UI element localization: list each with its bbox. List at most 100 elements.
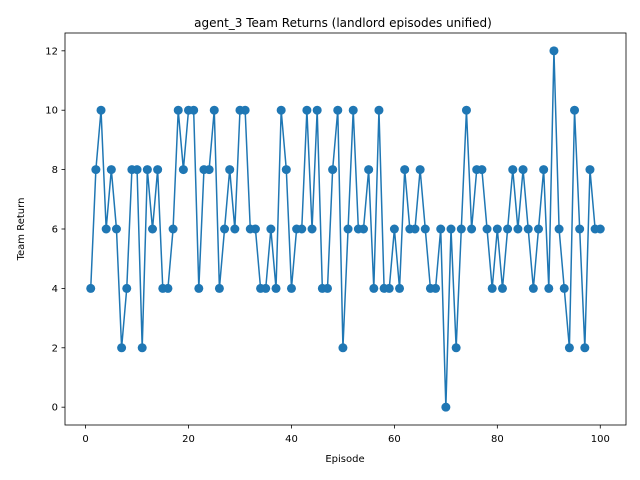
data-point bbox=[117, 343, 127, 353]
data-point bbox=[595, 224, 605, 234]
data-point bbox=[564, 343, 574, 353]
data-point bbox=[328, 165, 338, 175]
data-point bbox=[359, 224, 369, 234]
data-point bbox=[106, 165, 116, 175]
y-tick-label: 6 bbox=[52, 225, 58, 236]
data-point bbox=[266, 224, 276, 234]
data-point bbox=[225, 165, 235, 175]
data-point bbox=[395, 283, 405, 293]
data-point bbox=[220, 224, 230, 234]
data-point bbox=[554, 224, 564, 234]
data-point bbox=[276, 105, 286, 115]
y-tick-label: 0 bbox=[52, 403, 58, 414]
data-point bbox=[91, 165, 101, 175]
data-point bbox=[173, 105, 183, 115]
y-tick-label: 12 bbox=[45, 46, 58, 57]
data-point bbox=[374, 105, 384, 115]
data-point bbox=[580, 343, 590, 353]
data-point bbox=[467, 224, 477, 234]
data-point bbox=[508, 165, 518, 175]
data-point bbox=[96, 105, 106, 115]
data-point bbox=[302, 105, 312, 115]
data-point bbox=[286, 283, 296, 293]
data-point bbox=[431, 283, 441, 293]
data-point bbox=[307, 224, 317, 234]
x-tick-label: 80 bbox=[491, 434, 504, 445]
data-point bbox=[153, 165, 163, 175]
y-axis: 0 2 4 6 8 10 12 bbox=[45, 46, 65, 414]
data-point bbox=[446, 224, 456, 234]
data-point bbox=[461, 105, 471, 115]
y-tick-label: 2 bbox=[52, 343, 58, 354]
chart-title: agent_3 Team Returns (landlord episodes … bbox=[194, 16, 492, 30]
data-point bbox=[415, 165, 425, 175]
data-point bbox=[513, 224, 523, 234]
data-point bbox=[86, 283, 96, 293]
series-line bbox=[89, 50, 601, 408]
data-point bbox=[400, 165, 410, 175]
data-point bbox=[384, 283, 394, 293]
data-point bbox=[101, 224, 111, 234]
y-tick-label: 8 bbox=[52, 165, 58, 176]
data-point bbox=[333, 105, 343, 115]
data-point bbox=[168, 224, 178, 234]
data-point bbox=[559, 283, 569, 293]
data-point bbox=[343, 224, 353, 234]
x-tick-label: 40 bbox=[285, 434, 298, 445]
data-point bbox=[261, 283, 271, 293]
data-point bbox=[111, 224, 121, 234]
data-point bbox=[189, 105, 199, 115]
data-point bbox=[194, 283, 204, 293]
data-point bbox=[250, 224, 260, 234]
x-tick-label: 0 bbox=[82, 434, 88, 445]
data-point bbox=[549, 46, 559, 56]
x-axis: 0 20 40 60 80 100 bbox=[82, 425, 610, 445]
data-point bbox=[297, 224, 307, 234]
data-point bbox=[441, 402, 451, 412]
data-point bbox=[163, 283, 173, 293]
data-point bbox=[410, 224, 420, 234]
data-point bbox=[364, 165, 374, 175]
data-point bbox=[570, 105, 580, 115]
data-point bbox=[338, 343, 348, 353]
data-point bbox=[132, 165, 142, 175]
data-point bbox=[451, 343, 461, 353]
data-point bbox=[518, 165, 528, 175]
data-point bbox=[503, 224, 513, 234]
data-point bbox=[122, 283, 132, 293]
data-point bbox=[240, 105, 250, 115]
data-point bbox=[137, 343, 147, 353]
data-point bbox=[348, 105, 358, 115]
plot-area bbox=[64, 32, 627, 426]
y-axis-label: Team Return bbox=[16, 198, 27, 262]
x-tick-label: 60 bbox=[388, 434, 401, 445]
data-point bbox=[487, 283, 497, 293]
x-tick-label: 20 bbox=[182, 434, 195, 445]
data-point bbox=[230, 224, 240, 234]
data-point bbox=[209, 105, 219, 115]
data-point bbox=[369, 283, 379, 293]
y-tick-label: 10 bbox=[45, 106, 58, 117]
x-tick-label: 100 bbox=[591, 434, 610, 445]
data-point bbox=[281, 165, 291, 175]
data-point bbox=[148, 224, 157, 234]
data-point bbox=[436, 224, 446, 234]
data-point bbox=[204, 165, 214, 175]
y-tick-label: 4 bbox=[52, 284, 58, 295]
data-point bbox=[271, 283, 281, 293]
data-point bbox=[544, 283, 554, 293]
data-point bbox=[456, 224, 466, 234]
data-point bbox=[497, 283, 507, 293]
series-group bbox=[86, 46, 605, 412]
data-point bbox=[312, 105, 322, 115]
x-axis-label: Episode bbox=[325, 454, 364, 465]
data-point bbox=[575, 224, 585, 234]
data-point bbox=[142, 165, 152, 175]
data-point bbox=[477, 165, 487, 175]
data-point bbox=[539, 165, 549, 175]
data-point bbox=[492, 224, 502, 234]
data-point bbox=[389, 224, 399, 234]
data-point bbox=[585, 165, 595, 175]
data-point bbox=[322, 283, 332, 293]
